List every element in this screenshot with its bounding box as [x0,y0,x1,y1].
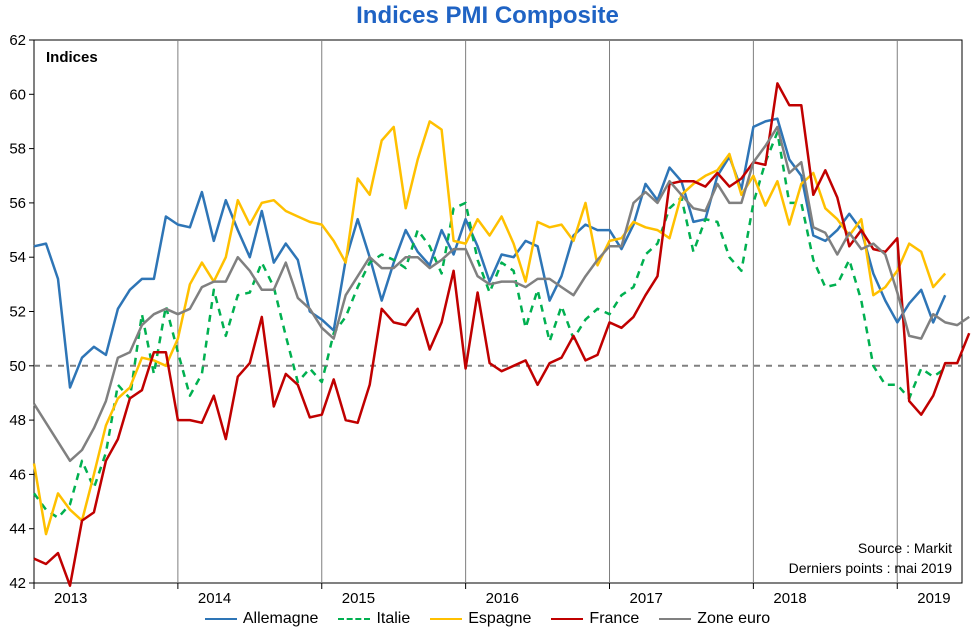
legend-label: France [589,610,639,628]
svg-text:Indices: Indices [46,49,98,66]
legend-item: Allemagne [205,610,319,628]
legend-swatch [338,618,370,620]
svg-text:Derniers points : mai 2019: Derniers points : mai 2019 [789,560,953,576]
legend-label: Italie [376,610,410,628]
svg-text:2018: 2018 [773,590,806,607]
svg-text:2019: 2019 [917,590,950,607]
svg-text:2017: 2017 [630,590,663,607]
legend-label: Zone euro [697,610,770,628]
svg-text:42: 42 [9,575,26,592]
svg-text:46: 46 [9,466,26,483]
svg-text:62: 62 [9,32,26,49]
legend-item: Espagne [430,610,531,628]
chart-container: Indices PMI Composite 201320142015201620… [0,0,975,635]
legend-swatch [205,618,237,620]
svg-text:2016: 2016 [486,590,519,607]
svg-text:2014: 2014 [198,590,231,607]
svg-text:48: 48 [9,412,26,429]
svg-text:44: 44 [9,521,26,538]
legend: Allemagne Italie Espagne France Zone euro [0,607,975,628]
legend-swatch [430,618,462,620]
legend-swatch [551,618,583,620]
plot-area: 2013 2014 2015 2016 2017 2018 2019 42 44 46 48 50 52… [0,0,975,635]
svg-text:56: 56 [9,195,26,212]
legend-swatch [659,618,691,620]
svg-text:60: 60 [9,86,26,103]
svg-text:Source : Markit: Source : Markit [858,540,952,556]
legend-item: Italie [338,610,410,628]
svg-text:2013: 2013 [54,590,87,607]
svg-text:50: 50 [9,358,26,375]
legend-item: Zone euro [659,610,770,628]
svg-text:58: 58 [9,141,26,158]
legend-label: Allemagne [243,610,319,628]
legend-label: Espagne [468,610,531,628]
svg-text:54: 54 [9,249,26,266]
svg-text:52: 52 [9,304,26,321]
legend-item: France [551,610,639,628]
svg-text:2015: 2015 [342,590,375,607]
